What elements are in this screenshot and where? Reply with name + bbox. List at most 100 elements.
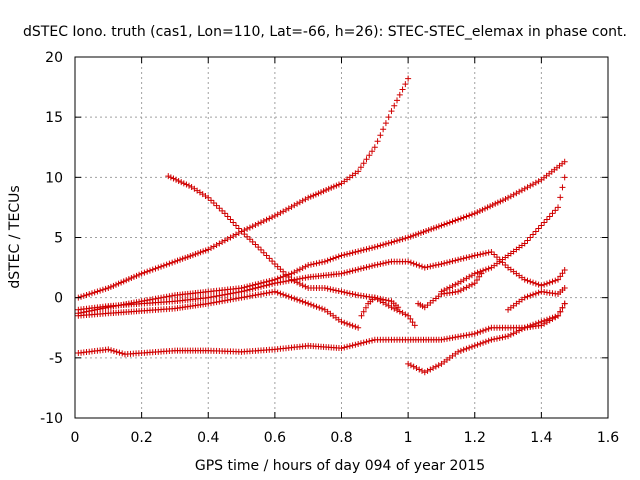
data-point-H — [413, 365, 420, 372]
x-tick-label: 0.2 — [130, 430, 152, 446]
data-point-C — [205, 294, 212, 301]
data-point-A — [152, 265, 159, 272]
data-point-C — [524, 277, 531, 284]
data-point-A — [382, 120, 389, 127]
data-point-C — [416, 262, 423, 269]
data-point-A — [255, 220, 262, 227]
data-point-H — [463, 345, 470, 352]
data-point-E — [352, 323, 359, 330]
data-point-A — [158, 263, 165, 270]
data-point-E — [280, 291, 287, 298]
data-point-D — [494, 199, 501, 206]
x-tick-label: 1.6 — [597, 430, 619, 446]
data-point-D — [149, 296, 156, 303]
data-point-F — [357, 340, 364, 347]
data-point-C — [441, 260, 448, 267]
data-point-E — [307, 301, 314, 308]
data-point-E — [241, 294, 248, 301]
data-point-D — [260, 279, 267, 286]
data-point-A — [169, 259, 176, 266]
data-point-D — [374, 243, 381, 250]
data-point-A — [192, 251, 199, 258]
data-point-E — [277, 290, 284, 297]
data-point-B — [299, 282, 306, 289]
data-point-C — [360, 264, 367, 271]
data-point-C — [471, 252, 478, 259]
data-point-A — [88, 290, 95, 297]
data-point-B — [330, 286, 337, 293]
data-point-D — [360, 246, 367, 253]
data-point-A — [377, 132, 384, 139]
data-points — [75, 75, 568, 376]
data-point-E — [266, 289, 273, 296]
data-point-D — [332, 254, 339, 261]
data-point-E — [221, 297, 228, 304]
data-point-A — [388, 108, 395, 115]
data-point-A — [118, 279, 125, 286]
data-point-I — [541, 219, 548, 226]
data-point-B — [269, 258, 276, 265]
data-point-G — [358, 312, 365, 319]
data-point-F — [482, 326, 489, 333]
data-point-D — [244, 283, 251, 290]
data-point-C — [452, 257, 459, 264]
data-point-H — [421, 369, 428, 376]
data-point-H — [524, 323, 531, 330]
data-point-A — [307, 193, 314, 200]
data-point-B — [344, 289, 351, 296]
data-point-C — [521, 276, 528, 283]
data-point-I — [524, 237, 531, 244]
data-point-D — [484, 204, 491, 211]
data-point-A — [187, 253, 194, 260]
data-point-C — [369, 262, 376, 269]
data-point-A — [197, 249, 204, 256]
data-point-C — [527, 278, 534, 285]
data-point-C — [410, 260, 417, 267]
data-point-E — [216, 298, 223, 305]
data-point-F — [449, 334, 456, 341]
data-point-H — [505, 333, 512, 340]
data-point-F — [352, 341, 359, 348]
data-point-A — [107, 283, 114, 290]
data-point-B — [170, 175, 177, 182]
data-point-D — [489, 202, 496, 209]
data-point-C — [405, 258, 412, 265]
data-point-D — [463, 213, 470, 220]
data-point-D — [466, 212, 473, 219]
data-point-I — [474, 269, 481, 276]
data-point-C — [466, 253, 473, 260]
data-point-J — [473, 277, 480, 284]
data-point-G — [362, 304, 369, 311]
data-point-C — [477, 251, 484, 258]
data-point-H — [510, 330, 517, 337]
data-point-E — [230, 296, 237, 303]
data-point-F — [477, 328, 484, 335]
data-point-H — [557, 308, 564, 315]
data-point-A — [328, 184, 335, 191]
data-point-H — [502, 333, 509, 340]
data-point-D — [319, 259, 326, 266]
data-point-H — [493, 335, 500, 342]
data-point-A — [182, 254, 189, 261]
data-point-A — [78, 293, 85, 300]
data-point-F — [346, 343, 353, 350]
data-point-F — [474, 329, 481, 336]
data-point-C — [549, 278, 556, 285]
data-point-J — [471, 280, 478, 287]
data-point-B — [405, 312, 412, 319]
data-point-B — [216, 205, 223, 212]
data-point-D — [357, 247, 364, 254]
data-point-F — [119, 350, 126, 357]
data-point-H — [555, 312, 562, 319]
data-point-B — [274, 263, 281, 270]
data-point-A — [263, 216, 270, 223]
data-point-B — [402, 311, 409, 318]
data-point-E — [238, 294, 245, 301]
data-point-D — [468, 211, 475, 218]
data-point-B — [324, 285, 331, 292]
data-point-A — [195, 250, 201, 257]
data-point-I — [471, 270, 478, 277]
data-point-D — [341, 251, 348, 258]
data-point-A — [369, 148, 376, 155]
data-point-C — [216, 292, 223, 299]
